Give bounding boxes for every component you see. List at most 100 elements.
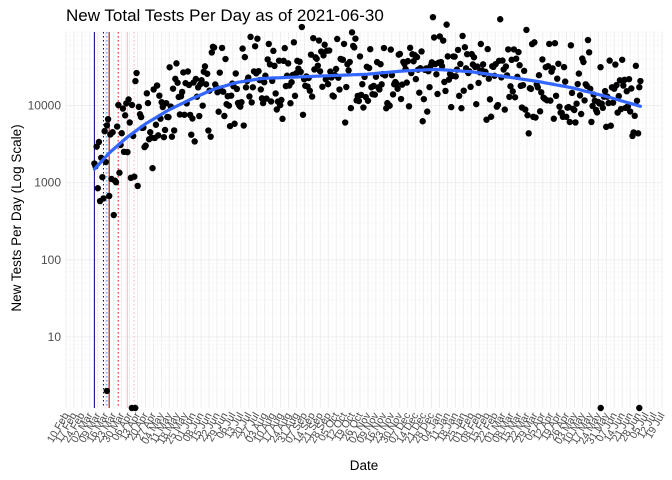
data-point: [225, 102, 233, 109]
data-point: [247, 33, 254, 41]
data-point: [575, 70, 583, 77]
data-point: [100, 195, 107, 202]
data-point: [348, 29, 356, 36]
data-point: [176, 111, 184, 118]
y-tick-label: 10000: [28, 99, 62, 113]
data-point: [636, 83, 643, 91]
data-point: [314, 62, 322, 69]
data-point: [552, 92, 560, 100]
data-point: [551, 40, 559, 47]
trend-line: [92, 67, 642, 171]
data-point: [299, 111, 307, 118]
data-point: [430, 34, 438, 41]
data-point: [626, 108, 634, 115]
data-point: [538, 89, 545, 96]
data-point: [522, 106, 529, 113]
data-point: [109, 129, 116, 136]
data-point: [631, 112, 638, 120]
data-point: [327, 68, 334, 75]
x-axis-title: Date: [350, 458, 379, 473]
data-point: [567, 42, 575, 49]
data-point: [463, 50, 471, 58]
data-point: [265, 40, 272, 48]
data-point: [324, 80, 332, 88]
data-point: [238, 98, 245, 106]
data-point: [290, 39, 298, 46]
data-point: [155, 132, 162, 139]
data-point: [597, 63, 604, 71]
data-point: [536, 108, 544, 115]
data-point: [94, 185, 102, 192]
data-point: [585, 49, 593, 56]
data-point: [221, 112, 228, 120]
data-point: [308, 93, 316, 100]
data-point: [248, 99, 255, 106]
data-point: [509, 88, 516, 95]
data-point: [296, 58, 303, 65]
data-point: [451, 53, 458, 60]
data-point: [288, 78, 295, 86]
data-point: [333, 35, 341, 43]
data-point: [507, 83, 514, 90]
data-point: [457, 60, 464, 68]
data-point: [316, 68, 324, 75]
data-point: [479, 61, 487, 68]
data-point: [624, 103, 632, 110]
data-point: [525, 130, 532, 137]
data-point: [270, 47, 277, 55]
data-point: [336, 86, 343, 93]
data-point: [343, 83, 350, 91]
data-point: [191, 138, 198, 145]
data-point: [192, 75, 200, 83]
data-point: [524, 112, 531, 119]
data-point: [484, 45, 491, 53]
data-point: [393, 80, 400, 87]
data-point: [196, 112, 203, 120]
data-point: [458, 105, 465, 112]
data-point: [424, 108, 431, 115]
data-point: [284, 60, 292, 67]
data-point: [170, 127, 178, 134]
data-point: [259, 99, 267, 107]
data-point: [330, 93, 337, 100]
data-point: [287, 100, 294, 107]
data-point: [355, 97, 363, 105]
data-point: [447, 103, 455, 111]
data-point: [377, 60, 384, 68]
data-point: [116, 169, 123, 176]
data-point: [455, 92, 463, 100]
data-point: [412, 75, 420, 83]
data-point: [113, 123, 121, 130]
event-lines: [93, 32, 135, 408]
data-point: [527, 85, 535, 93]
data-point: [613, 81, 620, 89]
data-point: [132, 77, 139, 85]
data-point: [420, 95, 428, 103]
data-point: [599, 104, 607, 112]
data-point: [322, 76, 329, 83]
data-point: [416, 89, 423, 96]
data-point: [95, 138, 103, 146]
data-point: [273, 106, 280, 113]
data-point: [165, 113, 172, 121]
data-point: [547, 97, 554, 104]
data-point: [153, 82, 161, 89]
data-point: [561, 78, 569, 85]
data-point: [115, 101, 122, 109]
data-point: [198, 77, 205, 84]
data-point: [625, 75, 633, 83]
data-point: [467, 83, 474, 91]
data-point: [126, 119, 133, 126]
data-point: [267, 98, 275, 105]
data-point: [241, 53, 249, 61]
data-point: [313, 55, 320, 62]
data-point: [178, 88, 186, 96]
data-point: [254, 35, 261, 42]
data-point: [152, 121, 160, 128]
data-point: [352, 35, 359, 42]
data-point: [563, 113, 570, 121]
data-point: [346, 58, 353, 66]
data-point: [128, 101, 136, 109]
data-point: [340, 40, 348, 48]
data-point: [169, 85, 177, 92]
